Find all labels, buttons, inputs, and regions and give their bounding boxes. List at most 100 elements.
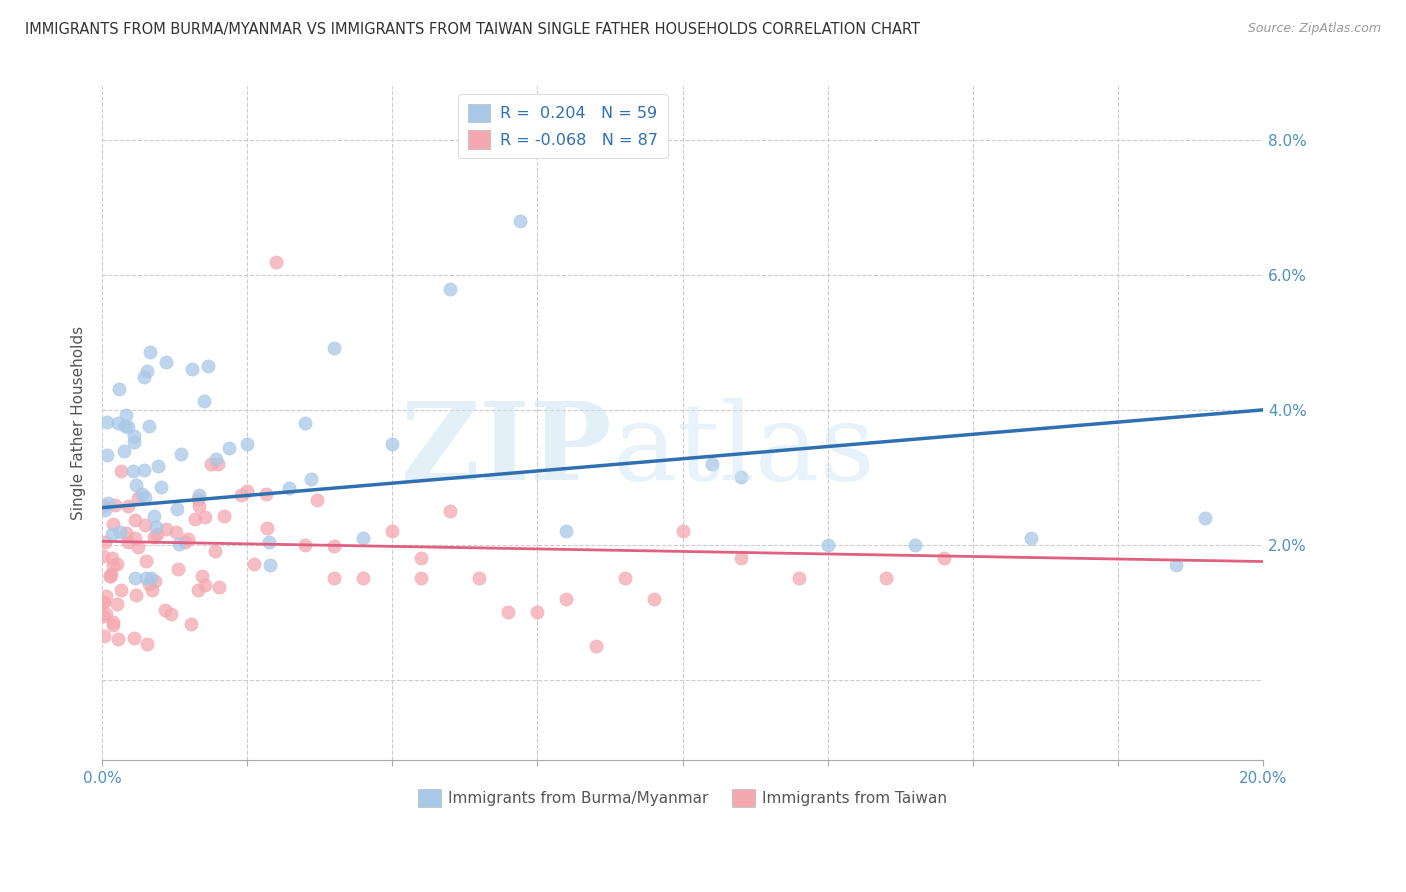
Text: atlas: atlas bbox=[613, 398, 876, 503]
Point bbox=[100, 568, 122, 582]
Point bbox=[96, 448, 118, 462]
Point bbox=[509, 214, 531, 228]
Point bbox=[138, 418, 160, 433]
Point bbox=[107, 598, 129, 612]
Point bbox=[700, 457, 723, 471]
Point bbox=[254, 487, 277, 501]
Point bbox=[817, 538, 839, 552]
Y-axis label: Single Father Households: Single Father Households bbox=[72, 326, 86, 520]
Point bbox=[145, 526, 167, 541]
Text: ZIP: ZIP bbox=[402, 397, 613, 503]
Point bbox=[411, 551, 433, 566]
Point bbox=[526, 605, 548, 619]
Point bbox=[114, 526, 136, 541]
Point bbox=[117, 500, 139, 514]
Point bbox=[142, 508, 165, 523]
Point bbox=[94, 535, 117, 549]
Point bbox=[98, 569, 121, 583]
Point bbox=[122, 631, 145, 645]
Point bbox=[188, 499, 211, 513]
Point bbox=[97, 495, 120, 509]
Point bbox=[730, 551, 752, 566]
Point bbox=[177, 532, 200, 546]
Point bbox=[105, 558, 128, 572]
Point bbox=[121, 464, 143, 478]
Point bbox=[114, 418, 136, 433]
Point bbox=[256, 521, 278, 535]
Point bbox=[155, 355, 177, 369]
Point bbox=[231, 487, 253, 501]
Point bbox=[93, 595, 115, 609]
Point bbox=[194, 510, 217, 524]
Point bbox=[323, 539, 346, 553]
Point bbox=[730, 470, 752, 484]
Point bbox=[381, 524, 404, 539]
Point bbox=[212, 508, 235, 523]
Point bbox=[94, 503, 117, 517]
Point bbox=[187, 491, 209, 506]
Text: Source: ZipAtlas.com: Source: ZipAtlas.com bbox=[1247, 22, 1381, 36]
Point bbox=[875, 571, 897, 585]
Point bbox=[236, 483, 259, 498]
Point bbox=[197, 359, 219, 373]
Point bbox=[145, 520, 167, 534]
Point bbox=[141, 583, 163, 598]
Point bbox=[110, 464, 132, 478]
Point bbox=[200, 457, 222, 471]
Point bbox=[101, 558, 124, 572]
Point bbox=[125, 588, 148, 602]
Point bbox=[170, 447, 193, 461]
Point bbox=[127, 541, 149, 555]
Point bbox=[112, 443, 135, 458]
Point bbox=[134, 369, 156, 384]
Point bbox=[381, 436, 404, 450]
Point bbox=[136, 364, 159, 378]
Point bbox=[93, 629, 115, 643]
Text: IMMIGRANTS FROM BURMA/MYANMAR VS IMMIGRANTS FROM TAIWAN SINGLE FATHER HOUSEHOLDS: IMMIGRANTS FROM BURMA/MYANMAR VS IMMIGRA… bbox=[25, 22, 921, 37]
Point bbox=[127, 491, 149, 505]
Point bbox=[204, 452, 226, 467]
Point bbox=[134, 490, 156, 504]
Point bbox=[93, 549, 115, 563]
Point bbox=[100, 550, 122, 565]
Point bbox=[193, 578, 215, 592]
Point bbox=[236, 436, 259, 450]
Point bbox=[352, 531, 374, 545]
Point bbox=[585, 639, 607, 653]
Point bbox=[107, 416, 129, 430]
Point bbox=[138, 577, 160, 591]
Point bbox=[135, 571, 157, 585]
Point bbox=[411, 571, 433, 585]
Point bbox=[299, 472, 322, 486]
Point bbox=[117, 420, 139, 434]
Point bbox=[124, 531, 146, 545]
Point bbox=[93, 499, 115, 513]
Point bbox=[193, 393, 215, 408]
Point bbox=[131, 487, 153, 501]
Point bbox=[165, 524, 187, 539]
Point bbox=[259, 558, 281, 572]
Point bbox=[305, 492, 328, 507]
Point bbox=[218, 442, 240, 456]
Point bbox=[167, 537, 190, 551]
Point bbox=[94, 589, 117, 603]
Point bbox=[323, 571, 346, 585]
Point bbox=[613, 571, 636, 585]
Point bbox=[187, 488, 209, 502]
Point bbox=[143, 530, 166, 544]
Point bbox=[108, 383, 131, 397]
Point bbox=[555, 524, 578, 539]
Point bbox=[184, 511, 207, 525]
Point bbox=[166, 501, 188, 516]
Point bbox=[101, 618, 124, 632]
Point bbox=[124, 477, 146, 491]
Point bbox=[135, 553, 157, 567]
Point bbox=[555, 591, 578, 606]
Point bbox=[1194, 510, 1216, 524]
Point bbox=[294, 417, 316, 431]
Point bbox=[124, 429, 146, 443]
Point bbox=[191, 569, 214, 583]
Point bbox=[243, 557, 266, 571]
Point bbox=[204, 543, 226, 558]
Point bbox=[257, 535, 280, 549]
